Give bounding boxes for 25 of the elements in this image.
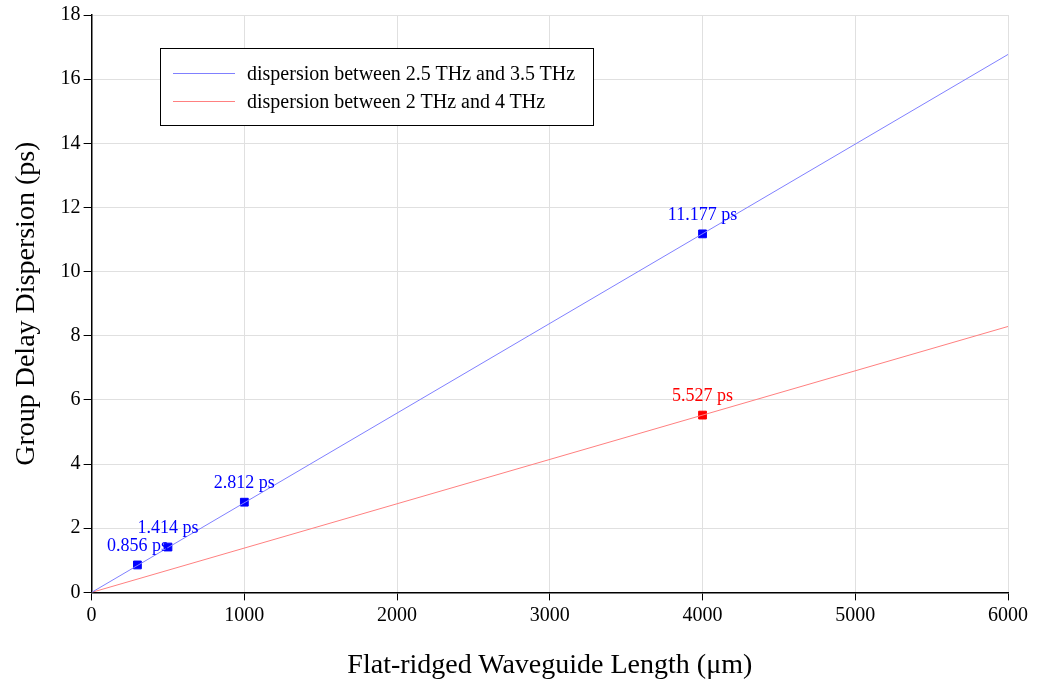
y-tick-label: 6 (70, 387, 81, 410)
data-label: 2.812 ps (213, 471, 275, 492)
legend-label: dispersion between 2 THz and 4 THz (247, 89, 546, 115)
x-tick-label: 3000 (529, 602, 570, 625)
legend-label: dispersion between 2.5 THz and 3.5 THz (247, 61, 576, 87)
data-label: 5.527 ps (672, 384, 734, 405)
x-tick-label: 6000 (988, 602, 1028, 625)
y-tick-label: 14 (60, 130, 81, 153)
x-tick-label: 0 (86, 602, 97, 625)
y-tick-label: 10 (60, 258, 81, 281)
y-tick-label: 0 (70, 579, 81, 602)
x-tick-label: 4000 (682, 602, 723, 625)
y-tick-label: 8 (70, 323, 81, 346)
y-tick-label: 2 (70, 515, 81, 538)
y-tick-label: 18 (60, 2, 81, 25)
x-axis-title: Flat-ridged Waveguide Length (μm) (347, 647, 753, 679)
data-label: 1.414 ps (137, 516, 199, 537)
x-tick-label: 5000 (835, 602, 876, 625)
data-label: 11.177 ps (667, 203, 738, 224)
y-tick-label: 12 (60, 194, 81, 217)
y-tick-label: 4 (70, 451, 81, 474)
x-tick-label: 2000 (377, 602, 418, 625)
y-tick-label: 16 (60, 66, 81, 89)
x-tick-label: 1000 (224, 602, 265, 625)
y-axis-title: Group Delay Dispersion (ps) (9, 141, 41, 466)
